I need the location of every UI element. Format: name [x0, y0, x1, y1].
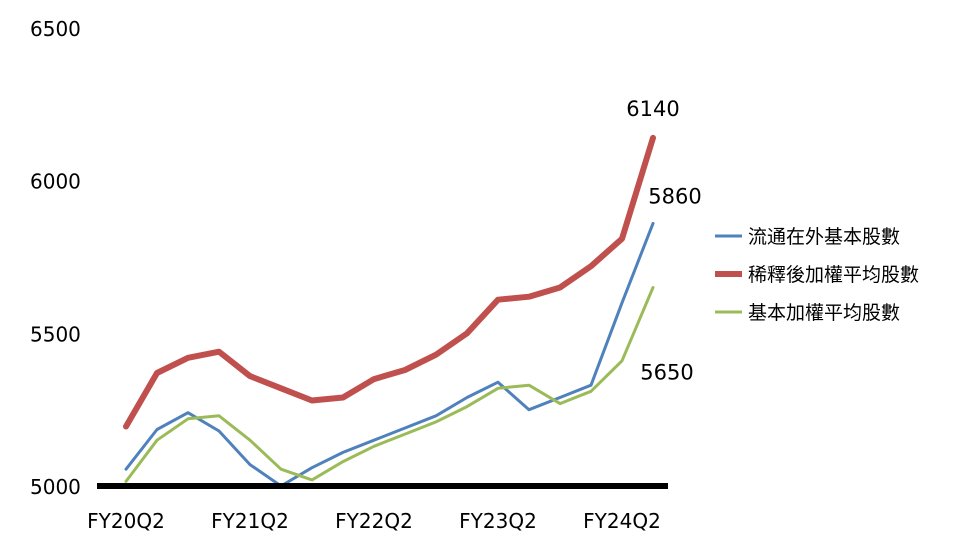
x-tick-label: FY20Q2	[87, 509, 165, 533]
y-axis-tick-labels: 5000 5500 6000 6500	[30, 17, 81, 499]
legend-label: 稀釋後加權平均股數	[748, 264, 919, 286]
y-tick-label: 6000	[30, 170, 81, 194]
series-line-1	[124, 221, 655, 488]
series-lines	[123, 134, 656, 488]
data-label: 5650	[640, 361, 693, 385]
legend-label: 基本加權平均股數	[748, 302, 900, 324]
series-line-2	[123, 134, 656, 430]
y-tick-label: 5500	[30, 322, 81, 346]
data-labels: 6140 5860 5650	[626, 97, 701, 385]
data-label: 5860	[648, 184, 701, 208]
data-label: 6140	[626, 97, 679, 121]
series-line-3	[124, 286, 655, 483]
x-tick-label: FY21Q2	[211, 509, 289, 533]
x-axis-tick-labels: FY20Q2 FY21Q2 FY22Q2 FY23Q2 FY24Q2	[87, 509, 661, 533]
x-tick-label: FY24Q2	[583, 509, 661, 533]
legend-label: 流通在外基本股數	[748, 226, 900, 248]
y-tick-label: 5000	[30, 475, 81, 499]
x-tick-label: FY22Q2	[335, 509, 413, 533]
y-tick-label: 6500	[30, 17, 81, 41]
x-tick-label: FY23Q2	[459, 509, 537, 533]
